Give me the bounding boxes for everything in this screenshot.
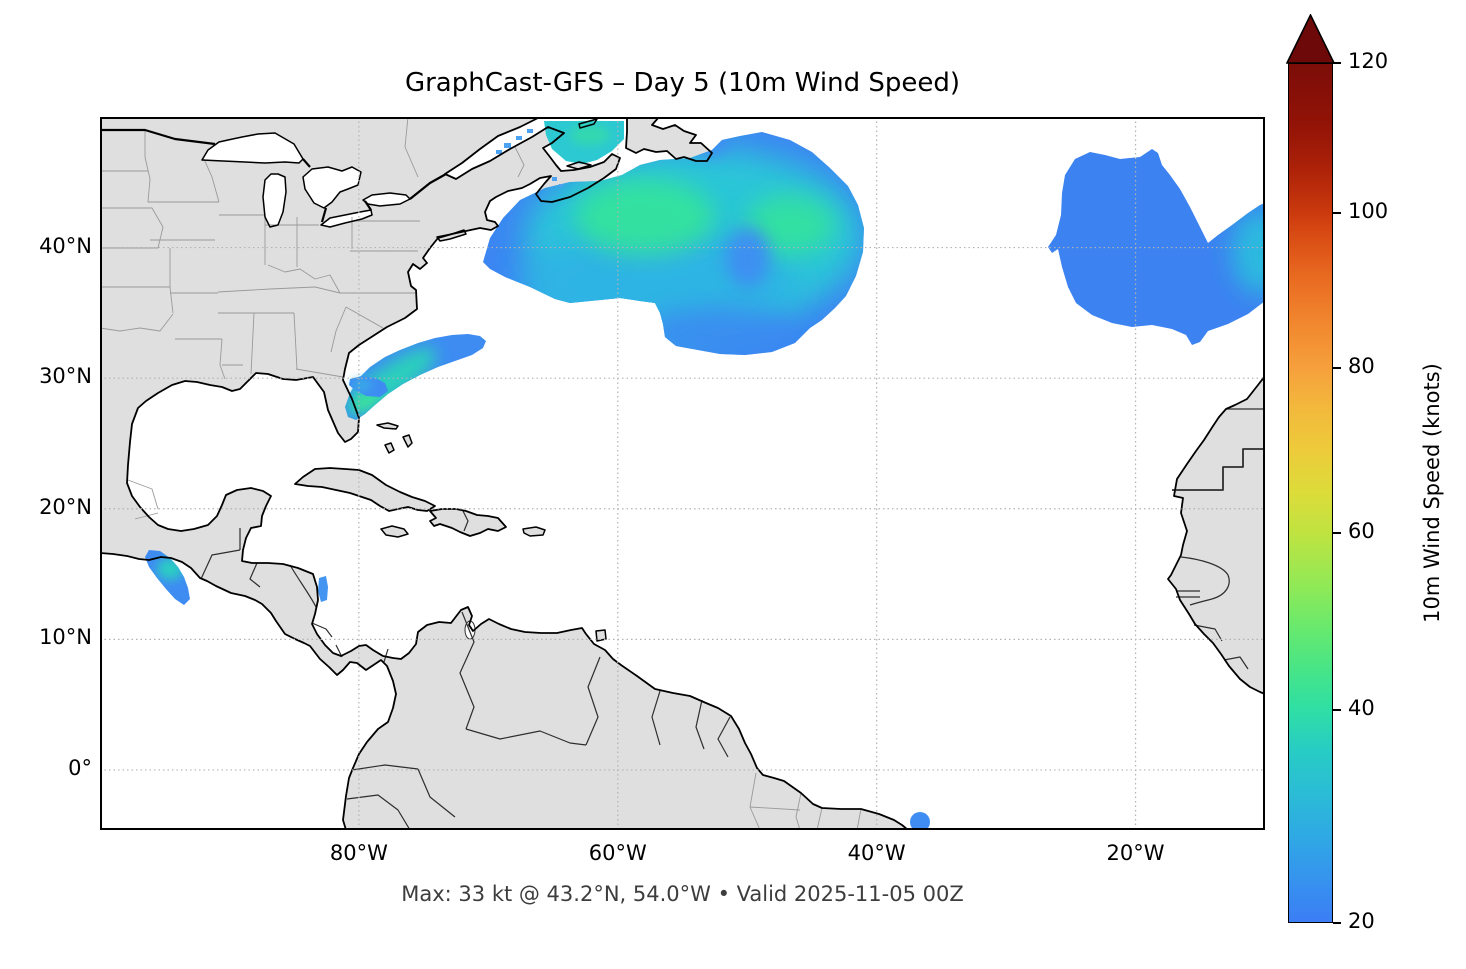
state-borders-layer	[100, 117, 862, 830]
colorbar-extend-arrow	[1286, 14, 1335, 64]
map-frame	[100, 117, 1265, 830]
cuba-island	[295, 468, 435, 511]
wind-blob-gulf-st-lawrence	[496, 121, 624, 187]
colorbar-tick-mark-100	[1333, 211, 1341, 214]
newfoundland-island	[626, 117, 712, 161]
colorbar-tick-label-60: 60	[1348, 518, 1375, 543]
x-axis-tick-60°W: 60°W	[588, 841, 647, 865]
colorbar-tick-mark-60	[1333, 531, 1341, 534]
x-axis-tick-40°W: 40°W	[847, 841, 906, 865]
map-layers	[100, 117, 1265, 830]
colorbar-tick-label-80: 80	[1348, 354, 1375, 379]
wind-blob-belize	[318, 576, 328, 602]
y-axis-tick-40°N: 40°N	[39, 233, 92, 258]
colorbar-tick-mark-120	[1333, 62, 1341, 64]
x-axis-tick-80°W: 80°W	[329, 841, 388, 865]
colorbar-tick-label-120: 120	[1348, 49, 1389, 73]
colorbar-tick-mark-20	[1333, 922, 1341, 924]
y-axis-tick-30°N: 30°N	[39, 364, 92, 389]
wind-blob-florida-coast	[349, 376, 388, 397]
colorbar-tick-label-100: 100	[1348, 198, 1389, 223]
wind-blob-ne-brazil	[910, 812, 930, 830]
gridlines-layer	[100, 117, 1265, 830]
colorbar-tick-mark-40	[1333, 708, 1341, 711]
colorbar-axis-label: 10m Wind Speed (knots)	[1420, 363, 1444, 623]
y-axis-tick-10°N: 10°N	[39, 625, 92, 650]
y-axis-tick-0°: 0°	[68, 755, 92, 780]
colorbar-tick-mark-80	[1333, 367, 1341, 370]
map-canvas	[100, 117, 1265, 830]
wind-blob-eastern-atlantic	[1048, 149, 1265, 345]
figure-caption: Max: 33 kt @ 43.2°N, 54.0°W • Valid 2025…	[401, 882, 964, 906]
y-axis-tick-20°N: 20°N	[39, 494, 92, 519]
country-borders-layer	[200, 408, 1265, 830]
x-axis-tick-20°W: 20°W	[1106, 841, 1165, 865]
colorbar-tick-label-20: 20	[1348, 909, 1375, 933]
us-canada-border	[100, 128, 447, 223]
figure-title: GraphCast-GFS – Day 5 (10m Wind Speed)	[404, 68, 961, 98]
colorbar-tick-label-40: 40	[1348, 695, 1375, 720]
colorbar	[1288, 63, 1333, 923]
